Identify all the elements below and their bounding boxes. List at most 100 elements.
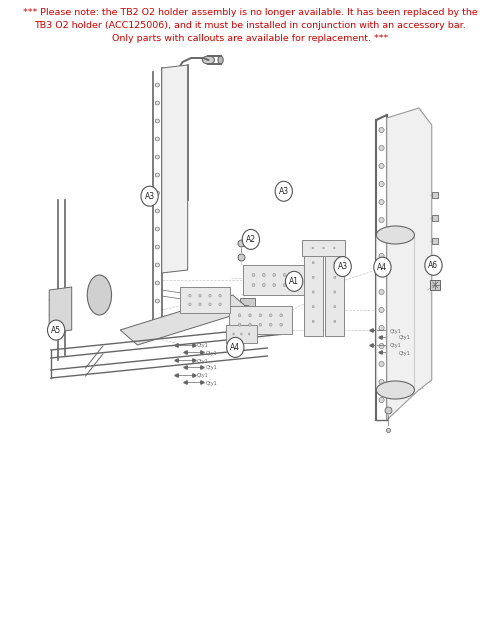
Circle shape — [294, 283, 296, 287]
Circle shape — [141, 186, 158, 206]
Circle shape — [270, 314, 272, 317]
Circle shape — [219, 303, 222, 306]
Ellipse shape — [58, 326, 62, 328]
Ellipse shape — [379, 271, 384, 276]
Ellipse shape — [155, 227, 160, 231]
Ellipse shape — [379, 218, 384, 223]
Ellipse shape — [155, 155, 160, 159]
Text: Qty1: Qty1 — [390, 328, 402, 334]
Circle shape — [209, 294, 212, 297]
Text: Qty1: Qty1 — [197, 373, 209, 378]
Text: A5: A5 — [51, 326, 61, 334]
Text: A4: A4 — [230, 343, 240, 352]
Ellipse shape — [379, 181, 384, 186]
Circle shape — [275, 181, 292, 201]
Text: Qty1: Qty1 — [197, 344, 209, 349]
Bar — [326, 248, 344, 336]
Circle shape — [238, 314, 241, 317]
Ellipse shape — [379, 307, 384, 312]
Text: A4: A4 — [378, 263, 388, 271]
Circle shape — [188, 294, 191, 297]
Ellipse shape — [58, 305, 62, 308]
Circle shape — [198, 303, 201, 306]
Ellipse shape — [218, 56, 223, 64]
Ellipse shape — [155, 299, 160, 303]
Ellipse shape — [379, 362, 384, 366]
Ellipse shape — [379, 397, 384, 402]
Ellipse shape — [379, 236, 384, 241]
Bar — [229, 306, 292, 334]
Bar — [302, 240, 345, 256]
Ellipse shape — [379, 164, 384, 168]
Polygon shape — [49, 287, 72, 333]
Ellipse shape — [58, 296, 62, 299]
Text: A3: A3 — [338, 262, 347, 271]
Circle shape — [262, 283, 266, 287]
Circle shape — [312, 276, 314, 278]
Text: *** Please note: the TB2 O2 holder assembly is no longer available. It has been : *** Please note: the TB2 O2 holder assem… — [22, 8, 477, 17]
Ellipse shape — [155, 101, 160, 105]
Ellipse shape — [379, 379, 384, 384]
Circle shape — [248, 333, 250, 335]
Circle shape — [374, 257, 391, 277]
Circle shape — [252, 273, 255, 276]
Circle shape — [334, 291, 336, 293]
Circle shape — [283, 273, 286, 276]
Ellipse shape — [155, 209, 160, 213]
Circle shape — [219, 294, 222, 297]
Circle shape — [323, 247, 324, 249]
Text: Qty1: Qty1 — [206, 350, 218, 355]
Ellipse shape — [155, 245, 160, 249]
Circle shape — [238, 323, 241, 326]
Circle shape — [334, 320, 336, 323]
Circle shape — [280, 323, 282, 326]
Circle shape — [312, 247, 314, 249]
Bar — [240, 298, 255, 312]
Circle shape — [425, 255, 442, 275]
Bar — [243, 265, 306, 295]
Polygon shape — [162, 65, 188, 273]
Circle shape — [334, 305, 336, 308]
Ellipse shape — [155, 263, 160, 267]
Ellipse shape — [58, 315, 62, 318]
Circle shape — [312, 320, 314, 323]
Circle shape — [334, 247, 335, 249]
Polygon shape — [386, 108, 432, 420]
Text: Qty1: Qty1 — [197, 358, 209, 363]
Text: TB3 O2 holder (ACC125006), and it must be installed in conjunction with an acces: TB3 O2 holder (ACC125006), and it must b… — [34, 21, 466, 30]
Ellipse shape — [155, 83, 160, 87]
Ellipse shape — [379, 254, 384, 259]
Ellipse shape — [155, 173, 160, 177]
Polygon shape — [120, 295, 250, 345]
Text: A6: A6 — [428, 261, 438, 270]
Ellipse shape — [379, 289, 384, 294]
Circle shape — [262, 273, 266, 276]
Circle shape — [334, 257, 351, 276]
Circle shape — [283, 283, 286, 287]
Ellipse shape — [379, 199, 384, 204]
Ellipse shape — [155, 281, 160, 285]
Text: A3: A3 — [278, 187, 289, 196]
Circle shape — [259, 323, 262, 326]
Circle shape — [209, 303, 212, 306]
Bar — [226, 325, 257, 343]
Ellipse shape — [379, 146, 384, 151]
Ellipse shape — [202, 56, 214, 64]
Circle shape — [240, 333, 242, 335]
Circle shape — [48, 320, 65, 340]
Ellipse shape — [379, 326, 384, 331]
Circle shape — [280, 314, 282, 317]
Bar — [180, 287, 230, 313]
Ellipse shape — [379, 344, 384, 349]
Circle shape — [273, 283, 276, 287]
Ellipse shape — [376, 226, 414, 244]
Ellipse shape — [155, 191, 160, 195]
Circle shape — [286, 271, 303, 291]
Circle shape — [312, 262, 314, 264]
Ellipse shape — [155, 119, 160, 123]
Circle shape — [294, 273, 296, 276]
Circle shape — [312, 291, 314, 293]
Circle shape — [242, 230, 260, 249]
Circle shape — [248, 314, 252, 317]
Circle shape — [334, 276, 336, 278]
